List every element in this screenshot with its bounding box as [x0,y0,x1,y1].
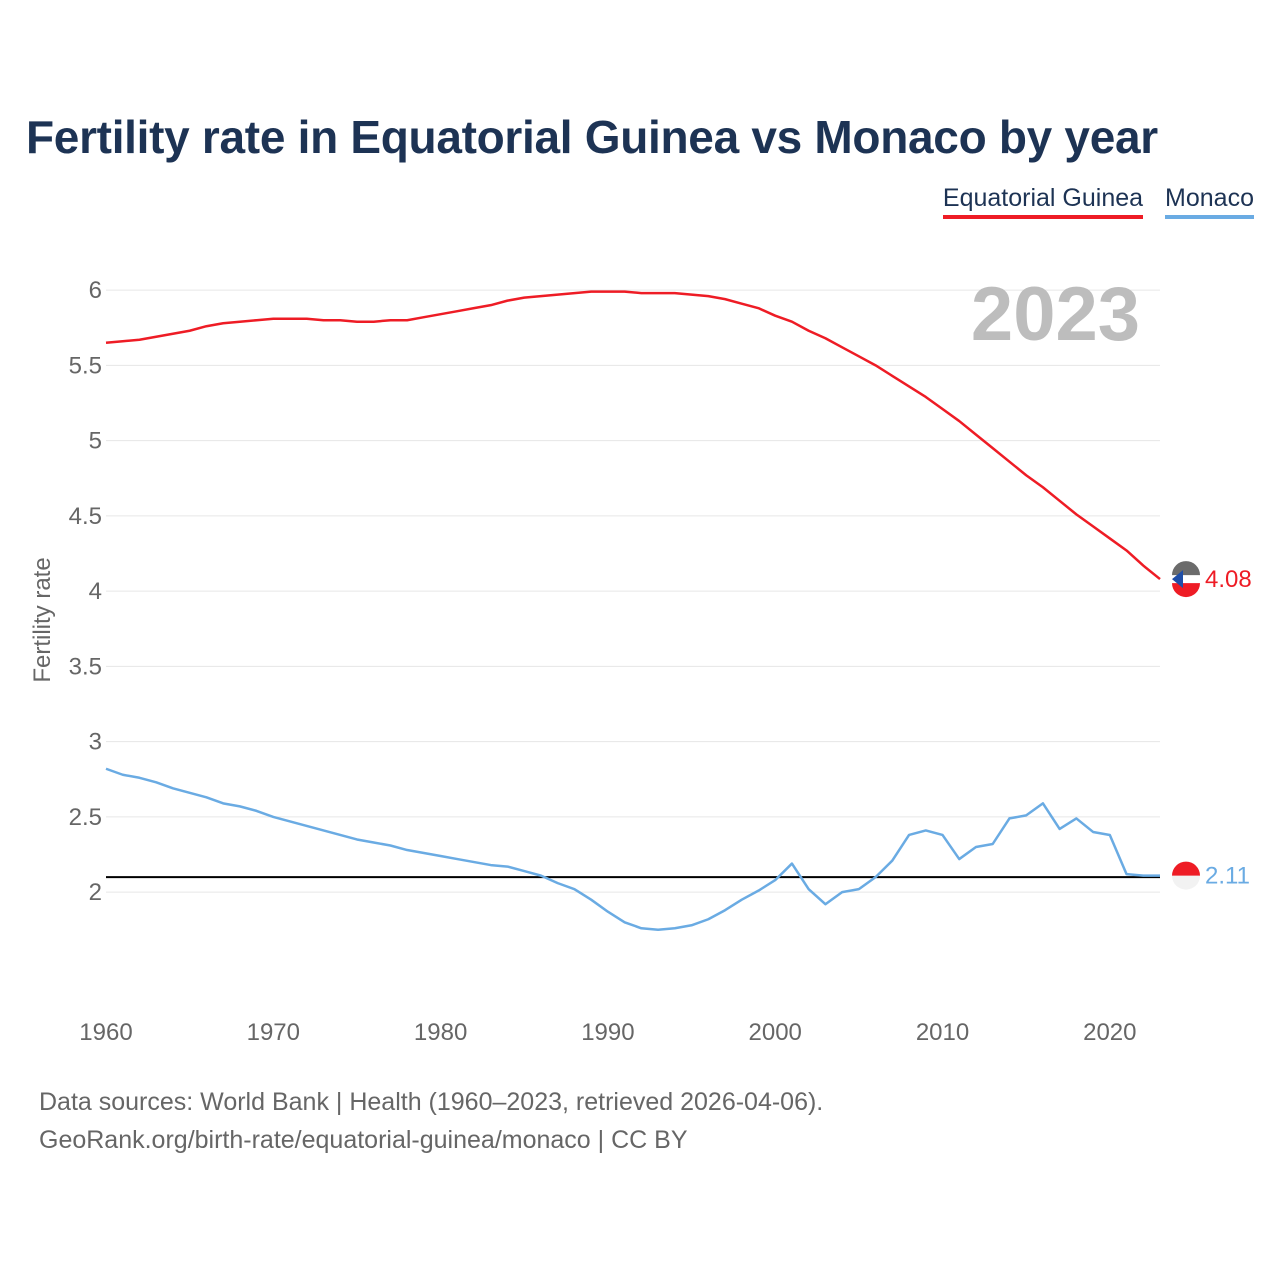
end-value-label: 4.08 [1205,566,1252,593]
x-tick-label: 2020 [1083,1019,1136,1046]
flag-triangle [1172,570,1183,589]
source-link[interactable]: GeoRank.org/birth-rate/equatorial-guinea… [39,1126,688,1154]
y-tick-label: 3.5 [69,653,102,680]
y-tick-label: 5.5 [69,352,102,379]
x-tick-label: 1960 [79,1019,132,1046]
year-watermark: 2023 [971,272,1140,357]
chart-title: Fertility rate in Equatorial Guinea vs M… [26,111,1158,163]
y-tick-label: 5 [89,428,102,455]
y-tick-label: 2.5 [69,804,102,831]
legend: Equatorial Guinea Monaco [942,184,1254,219]
x-axis-ticks: 1960 1970 1980 1990 2000 2010 2020 [79,1019,1136,1046]
grid-lines [106,289,1160,893]
y-tick-label: 4 [89,578,102,605]
flag-bottom-band [1172,583,1200,598]
flag-monaco-icon [1172,861,1200,890]
source-text: Data sources: World Bank | Health (1960–… [39,1088,824,1116]
x-tick-label: 2000 [749,1019,802,1046]
y-tick-label: 4.5 [69,503,102,530]
y-tick-label: 3 [89,729,102,756]
series-line-monaco [105,767,1160,932]
legend-item-equatorial-guinea[interactable]: Equatorial Guinea [942,184,1144,219]
x-tick-label: 1990 [581,1019,634,1046]
series-lines [105,290,1161,932]
y-axis-ticks: 2 2.5 3 3.5 4 4.5 5 5.5 6 [69,277,102,906]
series-line-equatorial-guinea [105,290,1161,581]
flag-top-band [1172,861,1200,876]
x-tick-label: 1970 [247,1019,300,1046]
y-axis-label: Fertility rate [29,557,56,682]
x-tick-label: 2010 [916,1019,969,1046]
flag-top-band [1172,561,1200,576]
legend-item-monaco[interactable]: Monaco [1165,184,1254,219]
x-tick-label: 1980 [414,1019,467,1046]
y-tick-label: 2 [89,879,102,906]
end-value-label: 2.11 [1205,863,1250,890]
y-tick-label: 6 [89,277,102,304]
end-markers: 4.08 2.11 [1172,561,1252,890]
flag-equatorial-guinea-icon [1172,561,1200,598]
